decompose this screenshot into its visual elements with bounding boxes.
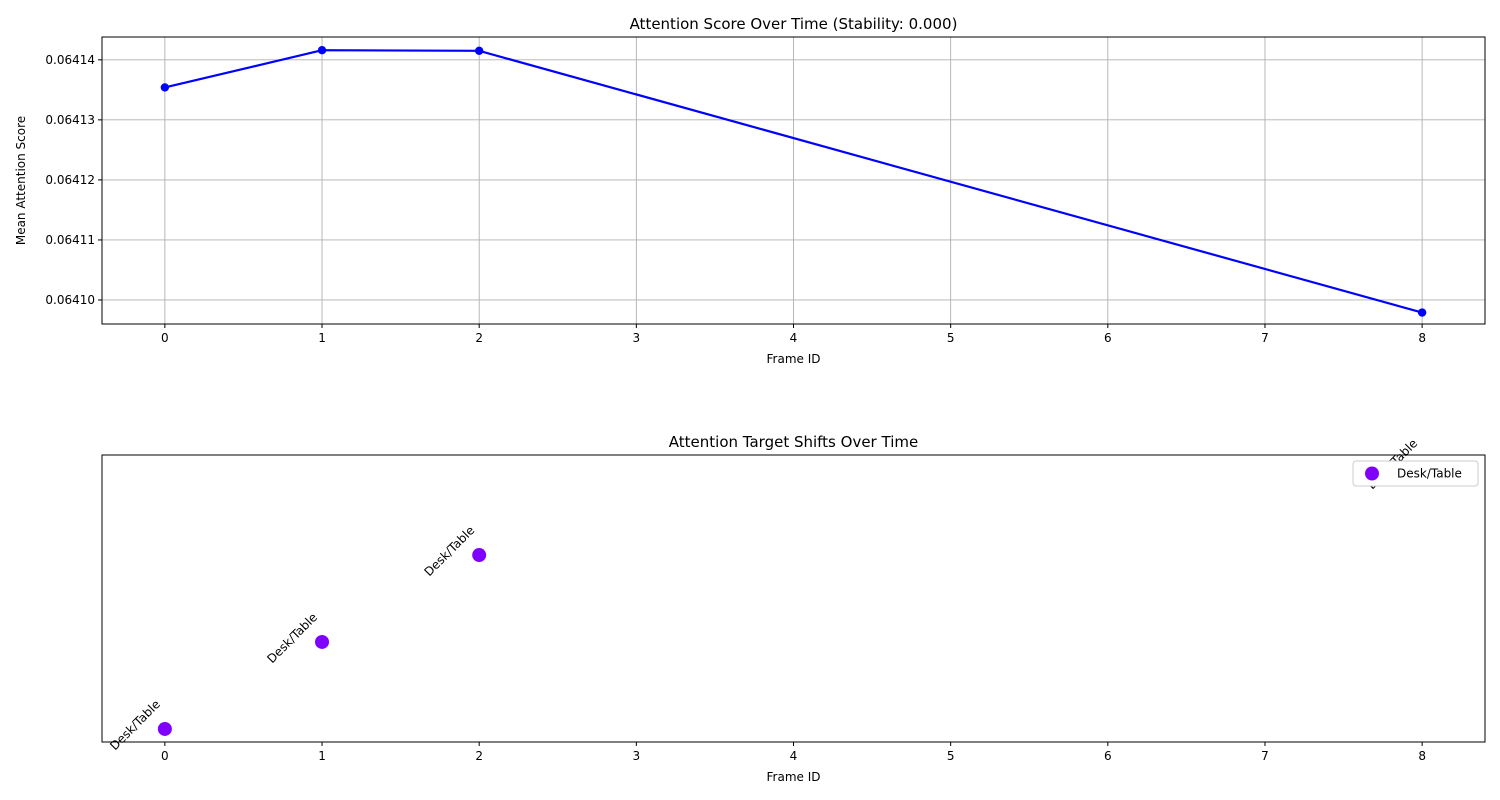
x-axis-ticks: 0 1 2 3 4 5 6 7 8 [161, 742, 1426, 763]
y-axis-label: Mean Attention Score [14, 116, 28, 245]
data-point [474, 46, 484, 56]
x-tick-label: 2 [475, 331, 483, 345]
x-tick-label: 7 [1261, 331, 1269, 345]
plot-frame [101, 454, 1486, 743]
x-tick-label: 1 [318, 749, 326, 763]
y-tick-label: 0.06413 [45, 113, 95, 127]
x-tick-label: 5 [947, 331, 955, 345]
x-tick-label: 0 [161, 749, 169, 763]
series-line [164, 49, 1423, 314]
x-tick-label: 6 [1104, 331, 1112, 345]
data-point [1417, 308, 1427, 317]
y-tick-label: 0.06414 [45, 53, 95, 67]
chart-title: Attention Score Over Time (Stability: 0.… [630, 15, 958, 33]
data-point [317, 46, 327, 55]
x-tick-label: 3 [633, 331, 641, 345]
x-tick-label: 0 [161, 331, 169, 345]
point-annotation: Desk/Table [107, 697, 163, 753]
attention-score-chart: Attention Score Over Time (Stability: 0.… [14, 15, 1486, 366]
x-axis-ticks: 0 1 2 3 4 5 6 7 8 [161, 324, 1426, 345]
x-axis-label: Frame ID [767, 770, 821, 784]
point-annotation: Desk/Table [264, 610, 320, 666]
x-tick-label: 8 [1418, 331, 1426, 345]
legend-box [1352, 460, 1479, 487]
y-tick-label: 0.06411 [45, 233, 95, 247]
y-tick-label: 0.06410 [45, 293, 95, 307]
x-tick-label: 6 [1104, 749, 1112, 763]
legend-marker [1365, 466, 1379, 481]
legend: Desk/Table [1352, 460, 1479, 487]
scatter-point [472, 548, 487, 563]
x-axis-label: Frame ID [767, 352, 821, 366]
data-point [160, 83, 170, 92]
chart-title: Attention Target Shifts Over Time [669, 433, 918, 451]
series-group [160, 46, 1427, 317]
y-tick-label: 0.06412 [45, 173, 95, 187]
x-tick-label: 4 [790, 749, 798, 763]
x-tick-label: 8 [1418, 749, 1426, 763]
y-axis-ticks: 0.06410 0.06411 0.06412 0.06413 0.06414 [45, 53, 102, 307]
x-tick-label: 2 [475, 749, 483, 763]
grid-lines [102, 37, 1485, 324]
x-tick-label: 3 [633, 749, 641, 763]
x-tick-label: 4 [790, 331, 798, 345]
attention-target-chart: Attention Target Shifts Over Time Desk/T… [101, 433, 1486, 784]
x-tick-label: 1 [318, 331, 326, 345]
scatter-points [157, 461, 1430, 736]
x-tick-label: 5 [947, 749, 955, 763]
point-annotation: Desk/Table [422, 523, 478, 579]
legend-label: Desk/Table [1397, 467, 1462, 481]
scatter-point [157, 721, 172, 736]
scatter-point [315, 634, 330, 649]
x-tick-label: 7 [1261, 749, 1269, 763]
